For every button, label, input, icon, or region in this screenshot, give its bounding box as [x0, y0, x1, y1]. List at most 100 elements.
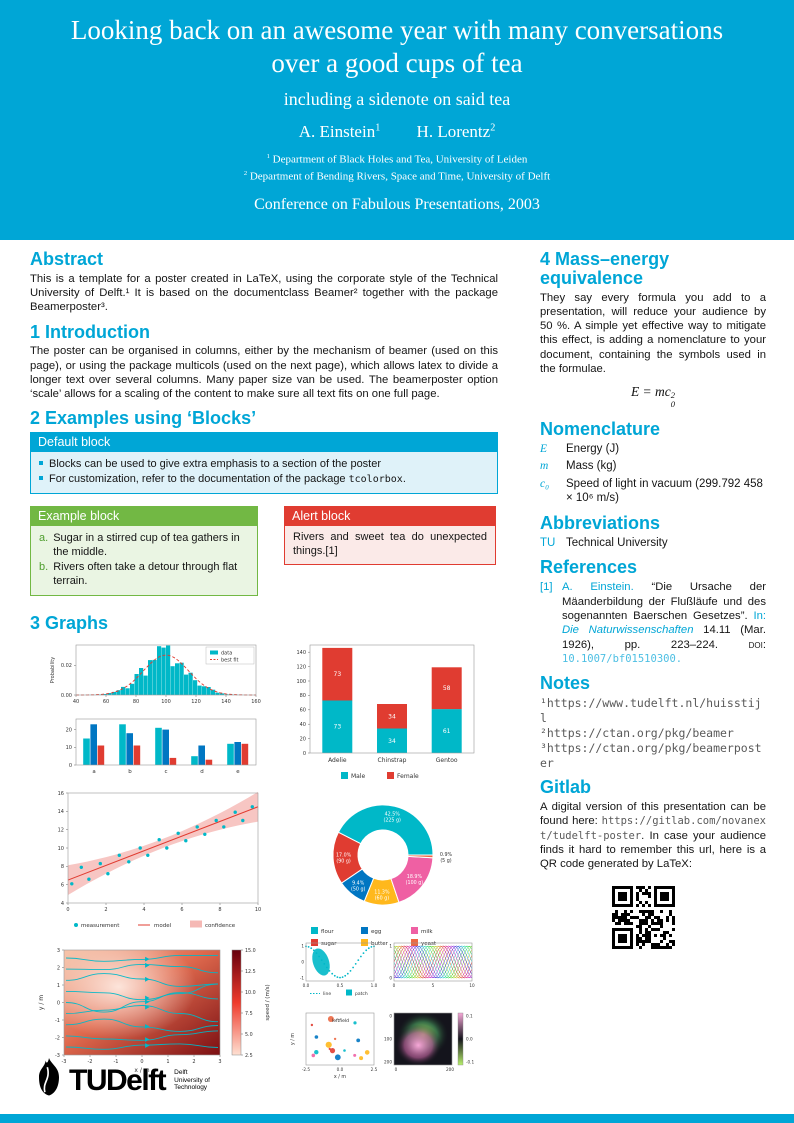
svg-text:10.0: 10.0 [245, 990, 256, 996]
svg-text:80: 80 [300, 693, 306, 699]
svg-text:1: 1 [166, 1059, 169, 1065]
svg-text:60: 60 [103, 699, 109, 705]
svg-text:140: 140 [296, 650, 306, 656]
nomenclature-row-energy: E Energy (J) [540, 442, 766, 456]
svg-text:2: 2 [57, 965, 60, 971]
svg-text:0.0: 0.0 [337, 1067, 344, 1072]
svg-text:0.0: 0.0 [466, 1036, 473, 1041]
svg-text:0.02: 0.02 [61, 663, 72, 669]
svg-text:e: e [236, 769, 240, 775]
svg-text:Female: Female [397, 773, 419, 780]
svg-text:(90 g): (90 g) [336, 858, 351, 864]
abbreviations-heading: Abbreviations [540, 512, 661, 533]
example-block-body: a. Sugar in a stirred cup of tea gathers … [30, 526, 258, 597]
logo-affil-line: Delft [174, 1068, 188, 1076]
svg-text:d: d [200, 769, 204, 775]
example-item-b-label: b. [39, 561, 49, 574]
svg-text:speed / (m/s): speed / (m/s) [265, 984, 271, 1020]
right-column: 4 Mass–energy equivalence They say every… [540, 250, 766, 953]
svg-text:-2: -2 [88, 1059, 93, 1065]
svg-text:1: 1 [57, 983, 60, 989]
svg-text:line: line [323, 991, 331, 997]
nomenclature-text: Speed of light in vacuum (299.792 458 × … [566, 477, 763, 505]
svg-text:10: 10 [66, 745, 72, 751]
abstract-text: This is a template for a poster created … [30, 272, 498, 314]
poster-title: Looking back on an awesome year with man… [70, 15, 724, 78]
logo-tu: TU [69, 1063, 108, 1097]
svg-text:8: 8 [218, 907, 221, 913]
gitlab-text: A digital version of this presentation c… [540, 800, 766, 872]
example-item-b-text: Rivers often take a detour through flat … [53, 561, 238, 588]
references-heading: References [540, 557, 638, 578]
abbreviation-text: Technical University [566, 536, 668, 549]
chart-ingredients-donut: 42.5% (225 g) 17.0% (90 g) 9.4% (50 g) 11.3% (6… [284, 791, 482, 953]
svg-text:0: 0 [393, 983, 396, 988]
default-block-item-2: For customization, refer to the document… [39, 473, 489, 487]
svg-text:best fit: best fit [221, 657, 239, 663]
svg-text:20: 20 [300, 736, 306, 742]
svg-text:leftfield: leftfield [332, 1018, 349, 1024]
svg-text:Probability: Probability [50, 657, 56, 683]
chart-regression: 0 2 4 6 8 10 4 6 8 10 12 14 16 measurement model confid… [42, 787, 266, 937]
author-2: H. Lorentz2 [417, 122, 496, 142]
svg-text:2.5: 2.5 [245, 1053, 253, 1059]
svg-text:12.5: 12.5 [245, 969, 256, 975]
svg-text:b: b [128, 769, 132, 775]
svg-text:6: 6 [61, 882, 64, 888]
chart-small-multiples: 0.0 0.5 1.0 1 0 -1 line patch 0 5 10 1 0 leftfield -2.… [286, 937, 486, 1091]
svg-text:34: 34 [388, 738, 396, 745]
svg-text:100: 100 [384, 1036, 392, 1041]
nomenclature-symbol: m [540, 460, 549, 473]
logo-affiliation: Delft University of Technology [174, 1069, 210, 1092]
svg-text:2: 2 [104, 907, 107, 913]
bullet-icon [39, 476, 43, 481]
svg-text:58: 58 [443, 685, 451, 692]
reference-authors: A. Einstein. [562, 581, 634, 594]
svg-text:2: 2 [192, 1059, 195, 1065]
gitlab-heading: Gitlab [540, 777, 592, 798]
svg-text:5: 5 [432, 983, 435, 988]
svg-text:3: 3 [218, 1059, 221, 1065]
svg-text:42.5%: 42.5% [385, 811, 401, 817]
svg-text:-1: -1 [114, 1059, 119, 1065]
default-block-title: Default block [30, 432, 498, 453]
chart-histogram: 40 60 80 100 120 140 160 0.00 0.02 Probability dat… [46, 637, 262, 711]
svg-text:4: 4 [142, 907, 145, 913]
svg-text:Chinstrap: Chinstrap [378, 757, 407, 764]
svg-text:0.00: 0.00 [61, 693, 72, 699]
svg-text:40: 40 [300, 722, 306, 728]
svg-text:Male: Male [351, 773, 366, 780]
svg-text:160: 160 [251, 699, 261, 705]
reference-doi-label: doi: [748, 638, 766, 651]
nomenclature-heading: Nomenclature [540, 419, 661, 440]
svg-text:yeast: yeast [421, 941, 437, 947]
reference-item: [1] A. Einstein. “Die Ursache der Mäande… [540, 580, 766, 666]
affiliation-1-text: Department of Black Holes and Tea, Unive… [272, 153, 528, 166]
nomenclature-text: Mass (kg) [566, 460, 617, 473]
poster-subtitle: including a sidenote on said tea [283, 88, 511, 109]
svg-text:0: 0 [57, 1000, 60, 1006]
svg-text:y / m: y / m [38, 995, 45, 1010]
svg-text:6: 6 [180, 907, 183, 913]
svg-text:0: 0 [389, 975, 392, 980]
svg-text:a: a [92, 769, 95, 775]
example-item-a: a. Sugar in a stirred cup of tea gathers … [39, 532, 249, 560]
nomenclature-row-lightspeed: c₀ Speed of light in vacuum (299.792 458 … [540, 477, 766, 506]
notes-heading: Notes [540, 673, 591, 694]
affiliation-1-mark: 1 [266, 152, 270, 160]
svg-text:0: 0 [395, 1067, 398, 1072]
gitlab-text-after: . In case your audience finds it hard to… [540, 829, 766, 871]
item-2-text-after: . [402, 473, 406, 486]
svg-text:-2: -2 [55, 1035, 60, 1041]
nomenclature-symbol: c₀ [540, 477, 550, 490]
svg-text:0.1: 0.1 [466, 1013, 473, 1018]
default-block: Default block Blocks can be used to give… [30, 432, 498, 495]
default-block-item-1-text: Blocks can be used to give extra emphasi… [49, 458, 382, 471]
svg-text:confidence: confidence [205, 923, 236, 929]
svg-text:flour: flour [321, 929, 334, 935]
svg-text:7.5: 7.5 [245, 1011, 253, 1017]
svg-text:61: 61 [443, 728, 451, 735]
abbreviation-key: TU [540, 536, 556, 549]
reference-in: In: [753, 609, 766, 622]
